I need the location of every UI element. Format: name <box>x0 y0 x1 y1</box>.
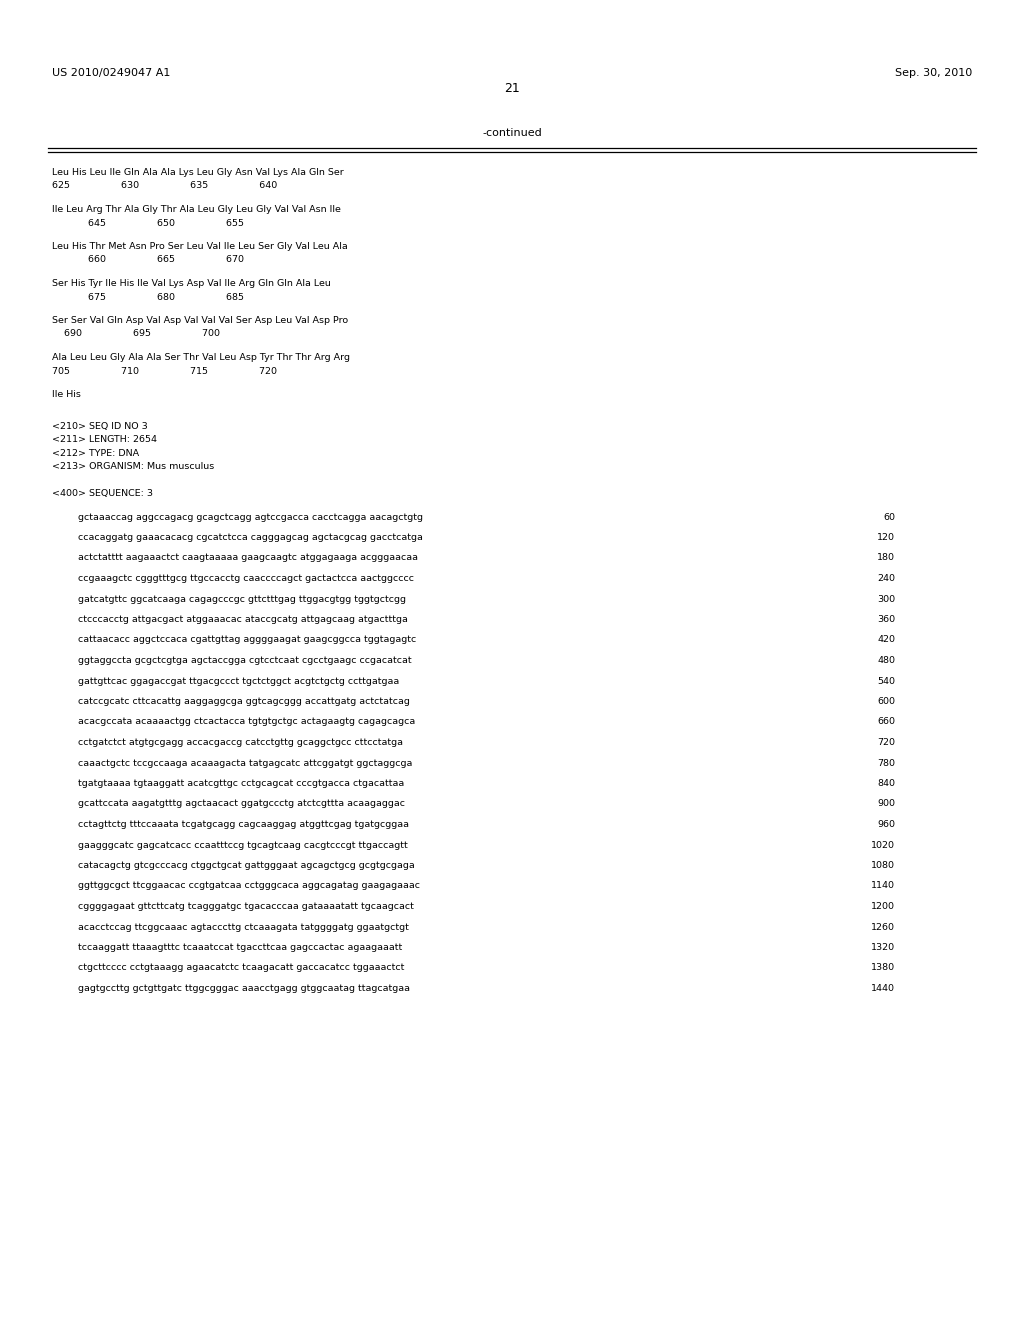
Text: tccaaggatt ttaaagtttc tcaaatccat tgaccttcaa gagccactac agaagaaatt: tccaaggatt ttaaagtttc tcaaatccat tgacctt… <box>78 942 402 952</box>
Text: acacctccag ttcggcaaac agtacccttg ctcaaagata tatggggatg ggaatgctgt: acacctccag ttcggcaaac agtacccttg ctcaaag… <box>78 923 409 932</box>
Text: Ile His: Ile His <box>52 389 81 399</box>
Text: 645                 650                 655: 645 650 655 <box>52 219 244 227</box>
Text: catccgcatc cttcacattg aaggaggcga ggtcagcggg accattgatg actctatcag: catccgcatc cttcacattg aaggaggcga ggtcagc… <box>78 697 410 706</box>
Text: 1200: 1200 <box>871 902 895 911</box>
Text: cctagttctg tttccaaata tcgatgcagg cagcaaggag atggttcgag tgatgcggaa: cctagttctg tttccaaata tcgatgcagg cagcaag… <box>78 820 409 829</box>
Text: gattgttcac ggagaccgat ttgacgccct tgctctggct acgtctgctg ccttgatgaa: gattgttcac ggagaccgat ttgacgccct tgctctg… <box>78 676 399 685</box>
Text: 1140: 1140 <box>871 882 895 891</box>
Text: <400> SEQUENCE: 3: <400> SEQUENCE: 3 <box>52 488 153 498</box>
Text: ccgaaagctc cgggtttgcg ttgccacctg caaccccagct gactactcca aactggcccc: ccgaaagctc cgggtttgcg ttgccacctg caacccc… <box>78 574 414 583</box>
Text: ctcccacctg attgacgact atggaaacac ataccgcatg attgagcaag atgactttga: ctcccacctg attgacgact atggaaacac ataccgc… <box>78 615 408 624</box>
Text: <210> SEQ ID NO 3: <210> SEQ ID NO 3 <box>52 421 147 430</box>
Text: Sep. 30, 2010: Sep. 30, 2010 <box>895 69 972 78</box>
Text: 180: 180 <box>877 553 895 562</box>
Text: 780: 780 <box>877 759 895 767</box>
Text: 1440: 1440 <box>871 983 895 993</box>
Text: 540: 540 <box>877 676 895 685</box>
Text: <211> LENGTH: 2654: <211> LENGTH: 2654 <box>52 436 157 444</box>
Text: gaagggcatc gagcatcacc ccaatttccg tgcagtcaag cacgtcccgt ttgaccagtt: gaagggcatc gagcatcacc ccaatttccg tgcagtc… <box>78 841 408 850</box>
Text: gagtgccttg gctgttgatc ttggcgggac aaacctgagg gtggcaatag ttagcatgaa: gagtgccttg gctgttgatc ttggcgggac aaacctg… <box>78 983 410 993</box>
Text: cggggagaat gttcttcatg tcagggatgc tgacacccaa gataaaatatt tgcaagcact: cggggagaat gttcttcatg tcagggatgc tgacacc… <box>78 902 414 911</box>
Text: 720: 720 <box>877 738 895 747</box>
Text: 120: 120 <box>877 533 895 543</box>
Text: 660: 660 <box>877 718 895 726</box>
Text: cattaacacc aggctccaca cgattgttag aggggaagat gaagcggcca tggtagagtc: cattaacacc aggctccaca cgattgttag aggggaa… <box>78 635 416 644</box>
Text: 1080: 1080 <box>871 861 895 870</box>
Text: gctaaaccag aggccagacg gcagctcagg agtccgacca cacctcagga aacagctgtg: gctaaaccag aggccagacg gcagctcagg agtccga… <box>78 512 423 521</box>
Text: tgatgtaaaa tgtaaggatt acatcgttgc cctgcagcat cccgtgacca ctgacattaa: tgatgtaaaa tgtaaggatt acatcgttgc cctgcag… <box>78 779 404 788</box>
Text: 625                 630                 635                 640: 625 630 635 640 <box>52 181 278 190</box>
Text: ggtaggccta gcgctcgtga agctaccgga cgtcctcaat cgcctgaagc ccgacatcat: ggtaggccta gcgctcgtga agctaccgga cgtcctc… <box>78 656 412 665</box>
Text: 420: 420 <box>877 635 895 644</box>
Text: 600: 600 <box>877 697 895 706</box>
Text: 360: 360 <box>877 615 895 624</box>
Text: gatcatgttc ggcatcaaga cagagcccgc gttctttgag ttggacgtgg tggtgctcgg: gatcatgttc ggcatcaaga cagagcccgc gttcttt… <box>78 594 406 603</box>
Text: 840: 840 <box>877 779 895 788</box>
Text: Ile Leu Arg Thr Ala Gly Thr Ala Leu Gly Leu Gly Val Val Asn Ile: Ile Leu Arg Thr Ala Gly Thr Ala Leu Gly … <box>52 205 341 214</box>
Text: 300: 300 <box>877 594 895 603</box>
Text: <212> TYPE: DNA: <212> TYPE: DNA <box>52 449 139 458</box>
Text: Leu His Thr Met Asn Pro Ser Leu Val Ile Leu Ser Gly Val Leu Ala: Leu His Thr Met Asn Pro Ser Leu Val Ile … <box>52 242 348 251</box>
Text: 1020: 1020 <box>871 841 895 850</box>
Text: 960: 960 <box>877 820 895 829</box>
Text: Ala Leu Leu Gly Ala Ala Ser Thr Val Leu Asp Tyr Thr Thr Arg Arg: Ala Leu Leu Gly Ala Ala Ser Thr Val Leu … <box>52 352 350 362</box>
Text: US 2010/0249047 A1: US 2010/0249047 A1 <box>52 69 170 78</box>
Text: ctgcttcccc cctgtaaagg agaacatctc tcaagacatt gaccacatcc tggaaactct: ctgcttcccc cctgtaaagg agaacatctc tcaagac… <box>78 964 404 973</box>
Text: <213> ORGANISM: Mus musculus: <213> ORGANISM: Mus musculus <box>52 462 214 471</box>
Text: catacagctg gtcgcccacg ctggctgcat gattgggaat agcagctgcg gcgtgcgaga: catacagctg gtcgcccacg ctggctgcat gattggg… <box>78 861 415 870</box>
Text: 60: 60 <box>883 512 895 521</box>
Text: cctgatctct atgtgcgagg accacgaccg catcctgttg gcaggctgcc cttcctatga: cctgatctct atgtgcgagg accacgaccg catcctg… <box>78 738 403 747</box>
Text: Ser Ser Val Gln Asp Val Asp Val Val Val Ser Asp Leu Val Asp Pro: Ser Ser Val Gln Asp Val Asp Val Val Val … <box>52 315 348 325</box>
Text: 660                 665                 670: 660 665 670 <box>52 256 244 264</box>
Text: 1320: 1320 <box>870 942 895 952</box>
Text: 21: 21 <box>504 82 520 95</box>
Text: 1380: 1380 <box>870 964 895 973</box>
Text: gcattccata aagatgtttg agctaacact ggatgccctg atctcgttta acaagaggac: gcattccata aagatgtttg agctaacact ggatgcc… <box>78 800 406 808</box>
Text: Leu His Leu Ile Gln Ala Ala Lys Leu Gly Asn Val Lys Ala Gln Ser: Leu His Leu Ile Gln Ala Ala Lys Leu Gly … <box>52 168 344 177</box>
Text: caaactgctc tccgccaaga acaaagacta tatgagcatc attcggatgt ggctaggcga: caaactgctc tccgccaaga acaaagacta tatgagc… <box>78 759 413 767</box>
Text: actctatttt aagaaactct caagtaaaaa gaagcaagtc atggagaaga acgggaacaa: actctatttt aagaaactct caagtaaaaa gaagcaa… <box>78 553 418 562</box>
Text: acacgccata acaaaactgg ctcactacca tgtgtgctgc actagaagtg cagagcagca: acacgccata acaaaactgg ctcactacca tgtgtgc… <box>78 718 416 726</box>
Text: 705                 710                 715                 720: 705 710 715 720 <box>52 367 278 375</box>
Text: 675                 680                 685: 675 680 685 <box>52 293 244 301</box>
Text: 900: 900 <box>877 800 895 808</box>
Text: 480: 480 <box>877 656 895 665</box>
Text: 240: 240 <box>877 574 895 583</box>
Text: 690                 695                 700: 690 695 700 <box>52 330 220 338</box>
Text: 1260: 1260 <box>871 923 895 932</box>
Text: ccacaggatg gaaacacacg cgcatctcca cagggagcag agctacgcag gacctcatga: ccacaggatg gaaacacacg cgcatctcca cagggag… <box>78 533 423 543</box>
Text: ggttggcgct ttcggaacac ccgtgatcaa cctgggcaca aggcagatag gaagagaaac: ggttggcgct ttcggaacac ccgtgatcaa cctgggc… <box>78 882 420 891</box>
Text: -continued: -continued <box>482 128 542 139</box>
Text: Ser His Tyr Ile His Ile Val Lys Asp Val Ile Arg Gln Gln Ala Leu: Ser His Tyr Ile His Ile Val Lys Asp Val … <box>52 279 331 288</box>
